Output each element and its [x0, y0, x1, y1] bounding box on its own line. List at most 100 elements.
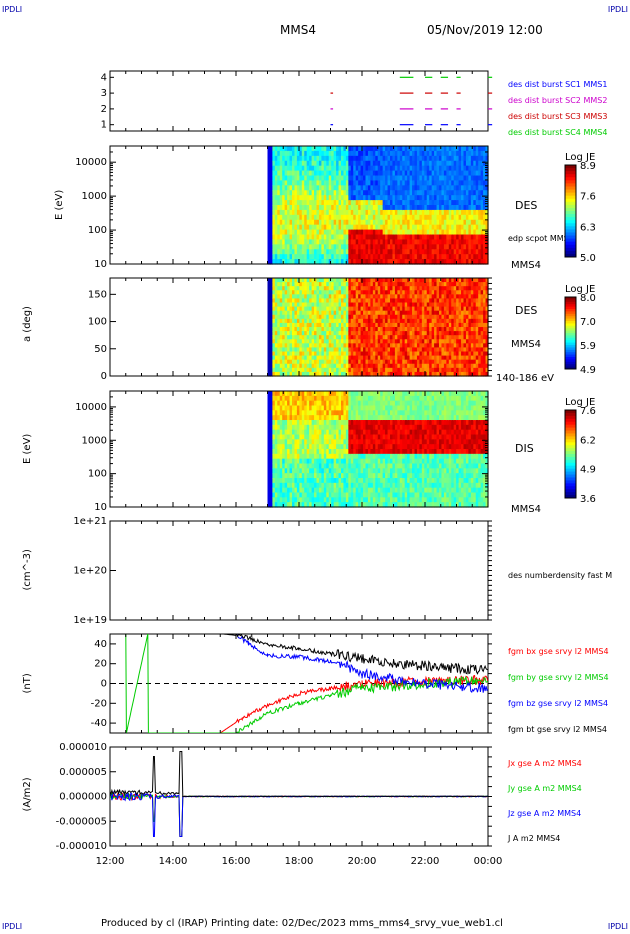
heatmap-cell: [424, 351, 428, 357]
heatmap-cell: [426, 335, 430, 340]
heatmap-cell: [304, 310, 308, 316]
y-tick-label-des-energy: 1000: [82, 191, 107, 202]
heatmap-cell: [269, 170, 273, 177]
heatmap-cell: [277, 415, 281, 421]
heatmap-cell: [385, 200, 389, 206]
heatmap-cell: [475, 209, 479, 216]
heatmap-cell: [358, 234, 362, 241]
heatmap-cell: [350, 249, 354, 255]
heatmap-cell: [304, 160, 308, 167]
heatmap-cell: [363, 160, 367, 167]
heatmap-cell: [289, 286, 293, 291]
heatmap-cell: [328, 175, 332, 182]
heatmap-cell: [377, 318, 381, 324]
heatmap-cell: [463, 322, 467, 328]
heatmap-cell: [345, 234, 349, 241]
heatmap-cell: [456, 282, 460, 287]
heatmap-cell: [416, 335, 420, 340]
heatmap-cell: [277, 209, 281, 216]
heatmap-cell: [485, 306, 489, 312]
heatmap-cell: [358, 363, 362, 369]
heatmap-cell: [414, 150, 418, 157]
heatmap-cell: [292, 318, 296, 324]
heatmap-cell: [387, 331, 391, 336]
legend-burst-3: des dist burst SC3 MMS3: [508, 112, 607, 121]
heatmap-cell: [367, 180, 371, 186]
heatmap-cell: [465, 310, 469, 316]
heatmap-cell: [269, 234, 273, 241]
heatmap-cell: [370, 331, 374, 336]
heatmap-cell: [358, 322, 362, 328]
heatmap-cell: [326, 155, 330, 162]
heatmap-cell: [480, 249, 484, 255]
heatmap-cell: [269, 335, 273, 340]
heatmap-cell: [277, 453, 281, 460]
heatmap-cell: [333, 146, 337, 152]
heatmap-cell: [441, 195, 445, 201]
heatmap-cell: [318, 254, 322, 260]
heatmap-cell: [429, 355, 433, 361]
heatmap-cell: [333, 190, 337, 196]
heatmap-cell: [289, 175, 293, 182]
heatmap-cell: [321, 290, 325, 295]
heatmap-cell: [470, 306, 474, 312]
heatmap-cell: [416, 254, 420, 260]
heatmap-cell: [419, 322, 423, 328]
heatmap-cell: [461, 205, 465, 211]
heatmap-cell: [363, 306, 367, 312]
heatmap-cell: [380, 244, 384, 250]
heatmap-cell: [311, 209, 315, 216]
heatmap-cell: [274, 367, 278, 373]
heatmap-cell: [392, 355, 396, 361]
heatmap-cell: [284, 185, 288, 191]
heatmap-cell: [441, 282, 445, 287]
heatmap-cell: [269, 294, 273, 300]
heatmap-cell: [341, 146, 345, 152]
heatmap-cell: [269, 254, 273, 260]
heatmap-cell: [453, 298, 457, 304]
heatmap-cell: [370, 322, 374, 328]
heatmap-cell: [282, 314, 286, 320]
heatmap-cell: [296, 214, 300, 221]
heatmap-cell: [309, 343, 313, 349]
heatmap-cell: [434, 335, 438, 340]
heatmap-cell: [434, 234, 438, 241]
heatmap-cell: [441, 209, 445, 216]
heatmap-cell: [296, 160, 300, 167]
heatmap-cell: [375, 302, 379, 308]
heatmap-cell: [463, 278, 467, 283]
heatmap-cell: [485, 327, 489, 332]
heatmap-cell: [470, 239, 474, 245]
heatmap-cell: [483, 200, 487, 206]
heatmap-cell: [289, 160, 293, 167]
heatmap-cell: [306, 229, 310, 236]
heatmap-cell: [348, 371, 352, 377]
heatmap-cell: [296, 415, 300, 421]
heatmap-cell: [353, 278, 357, 283]
heatmap-cell: [370, 290, 374, 295]
heatmap-cell: [451, 359, 455, 365]
heatmap-cell: [372, 205, 376, 211]
heatmap-cell: [296, 165, 300, 172]
heatmap-cell: [363, 371, 367, 377]
heatmap-cell: [323, 327, 327, 332]
heatmap-cell: [309, 363, 313, 369]
heatmap-cell: [279, 259, 283, 265]
heatmap-cell: [480, 205, 484, 211]
heatmap-cell: [348, 286, 352, 291]
heatmap-cell: [284, 367, 288, 373]
heatmap-cell: [485, 371, 489, 377]
heatmap-cell: [274, 310, 278, 316]
heatmap-cell: [426, 150, 430, 157]
heatmap-cell: [390, 347, 394, 353]
heatmap-cell: [365, 200, 369, 206]
heatmap-cell: [431, 239, 435, 245]
heatmap-cell: [483, 351, 487, 357]
heatmap-cell: [480, 282, 484, 287]
heatmap-cell: [412, 254, 416, 260]
heatmap-cell: [309, 165, 313, 172]
heatmap-cell: [412, 214, 416, 221]
heatmap-cell: [451, 259, 455, 265]
heatmap-cell: [458, 229, 462, 236]
heatmap-cell: [367, 310, 371, 316]
